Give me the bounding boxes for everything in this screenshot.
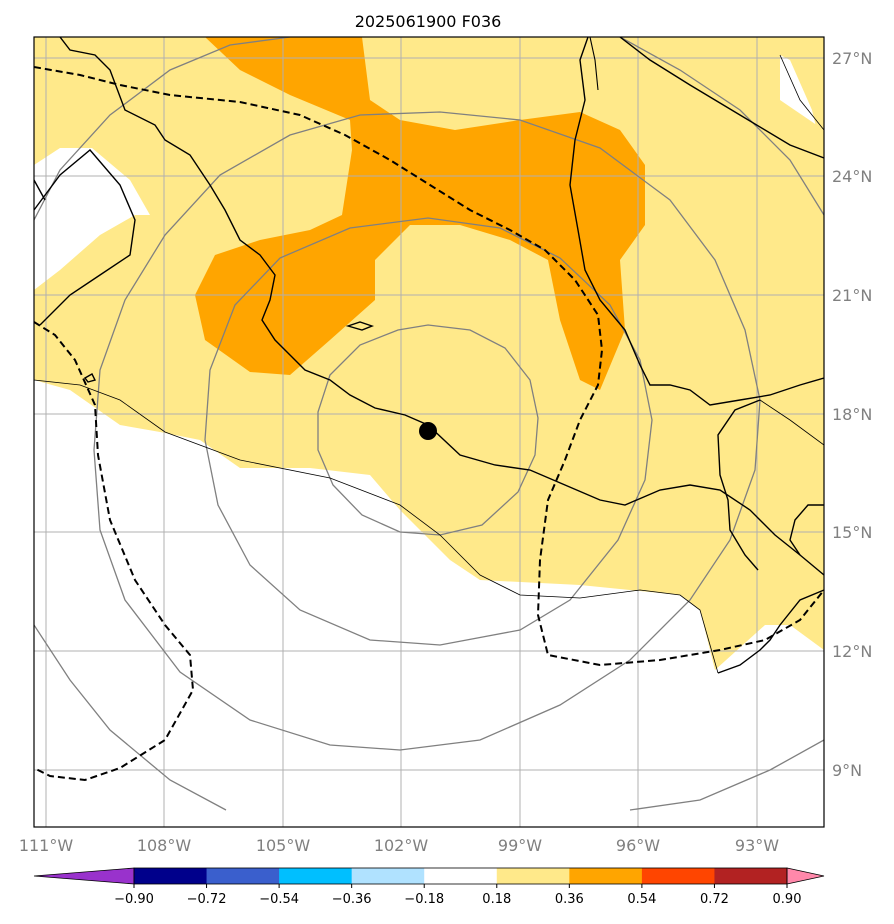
coastline-central-america — [717, 504, 824, 674]
contour-fill-mid-positive — [195, 37, 645, 390]
range-ring-1 — [317, 324, 539, 536]
colorbar-tick-label: −0.36 — [332, 892, 372, 907]
dashed-contours — [34, 66, 824, 782]
boundary-line-northeast — [779, 54, 824, 131]
border-us-mexico-east — [589, 37, 599, 91]
colorbar-extend-low — [33, 867, 135, 885]
lat-label-24: 24°N — [832, 167, 872, 186]
lon-tick-labels: 111°W 108°W 105°W 102°W 99°W 96°W 93°W — [19, 836, 779, 855]
boundary-line-yucatan — [759, 399, 824, 446]
coastline-gulf — [569, 37, 824, 406]
lat-label-18: 18°N — [832, 405, 872, 424]
coastline-us-east — [619, 37, 824, 159]
colorbar-segment — [351, 868, 425, 884]
colorbar-segment — [206, 868, 280, 884]
colorbar-segment — [424, 868, 498, 884]
map-panel — [34, 37, 824, 827]
lat-label-15: 15°N — [832, 523, 872, 542]
colorbar-segment — [569, 868, 643, 884]
coastline-yucatan — [717, 399, 761, 571]
colorbar-tick-label: −0.90 — [114, 892, 154, 907]
lon-label-93: 93°W — [735, 836, 779, 855]
colorbar-tick-label: 0.90 — [773, 892, 802, 907]
lon-label-108: 108°W — [137, 836, 192, 855]
boundary-line-southwest — [34, 379, 719, 674]
colorbar-tick-label: −0.18 — [404, 892, 444, 907]
colorbar-tick-label: 0.36 — [555, 892, 584, 907]
island-socorro — [345, 321, 375, 331]
lat-label-21: 21°N — [832, 286, 872, 305]
colorbar-segment — [714, 868, 788, 884]
colorbar-tick-label: −0.72 — [187, 892, 227, 907]
coastline-baja — [34, 149, 136, 326]
colorbar-segment — [134, 868, 208, 884]
dashed-contour-west — [34, 321, 195, 782]
lat-label-12: 12°N — [832, 642, 872, 661]
colorbar-tick-label: −0.54 — [259, 892, 299, 907]
dashed-contour-north — [34, 66, 824, 667]
colorbar-segment — [641, 868, 715, 884]
colorbar-extend-high — [786, 867, 825, 885]
colorbar-segment — [279, 868, 353, 884]
colorbar-segment — [496, 868, 570, 884]
colorbar-labels: −0.90 −0.72 −0.54 −0.36 −0.18 0.18 0.36 0.54 0.7… — [114, 884, 801, 907]
lon-label-102: 102°W — [374, 836, 429, 855]
colorbar-tick-label: 0.18 — [482, 892, 511, 907]
map-frame — [33, 36, 825, 828]
lon-label-105: 105°W — [256, 836, 311, 855]
lat-tick-labels: 9°N 12°N 15°N 18°N 21°N 24°N 27°N — [832, 49, 872, 780]
colorbar-frame — [133, 867, 788, 885]
gridlines — [34, 37, 824, 827]
range-ring-4 — [34, 37, 824, 811]
lon-label-111: 111°W — [19, 836, 74, 855]
lon-label-96: 96°W — [616, 836, 660, 855]
storm-center-marker — [419, 422, 437, 440]
coastline-mainland-pacific — [59, 37, 824, 576]
island-small-west — [83, 373, 97, 383]
range-ring-3 — [93, 111, 761, 751]
colorbar — [33, 867, 825, 885]
lat-label-27: 27°N — [832, 49, 872, 68]
lat-label-9: 9°N — [832, 761, 862, 780]
colorbar-tick-label: 0.54 — [627, 892, 656, 907]
figure-title: 2025061900 F036 — [355, 12, 502, 31]
lon-label-99: 99°W — [498, 836, 542, 855]
coastlines — [34, 37, 824, 674]
thin-boundaries — [34, 54, 824, 674]
colorbar-tick-label: 0.72 — [700, 892, 729, 907]
